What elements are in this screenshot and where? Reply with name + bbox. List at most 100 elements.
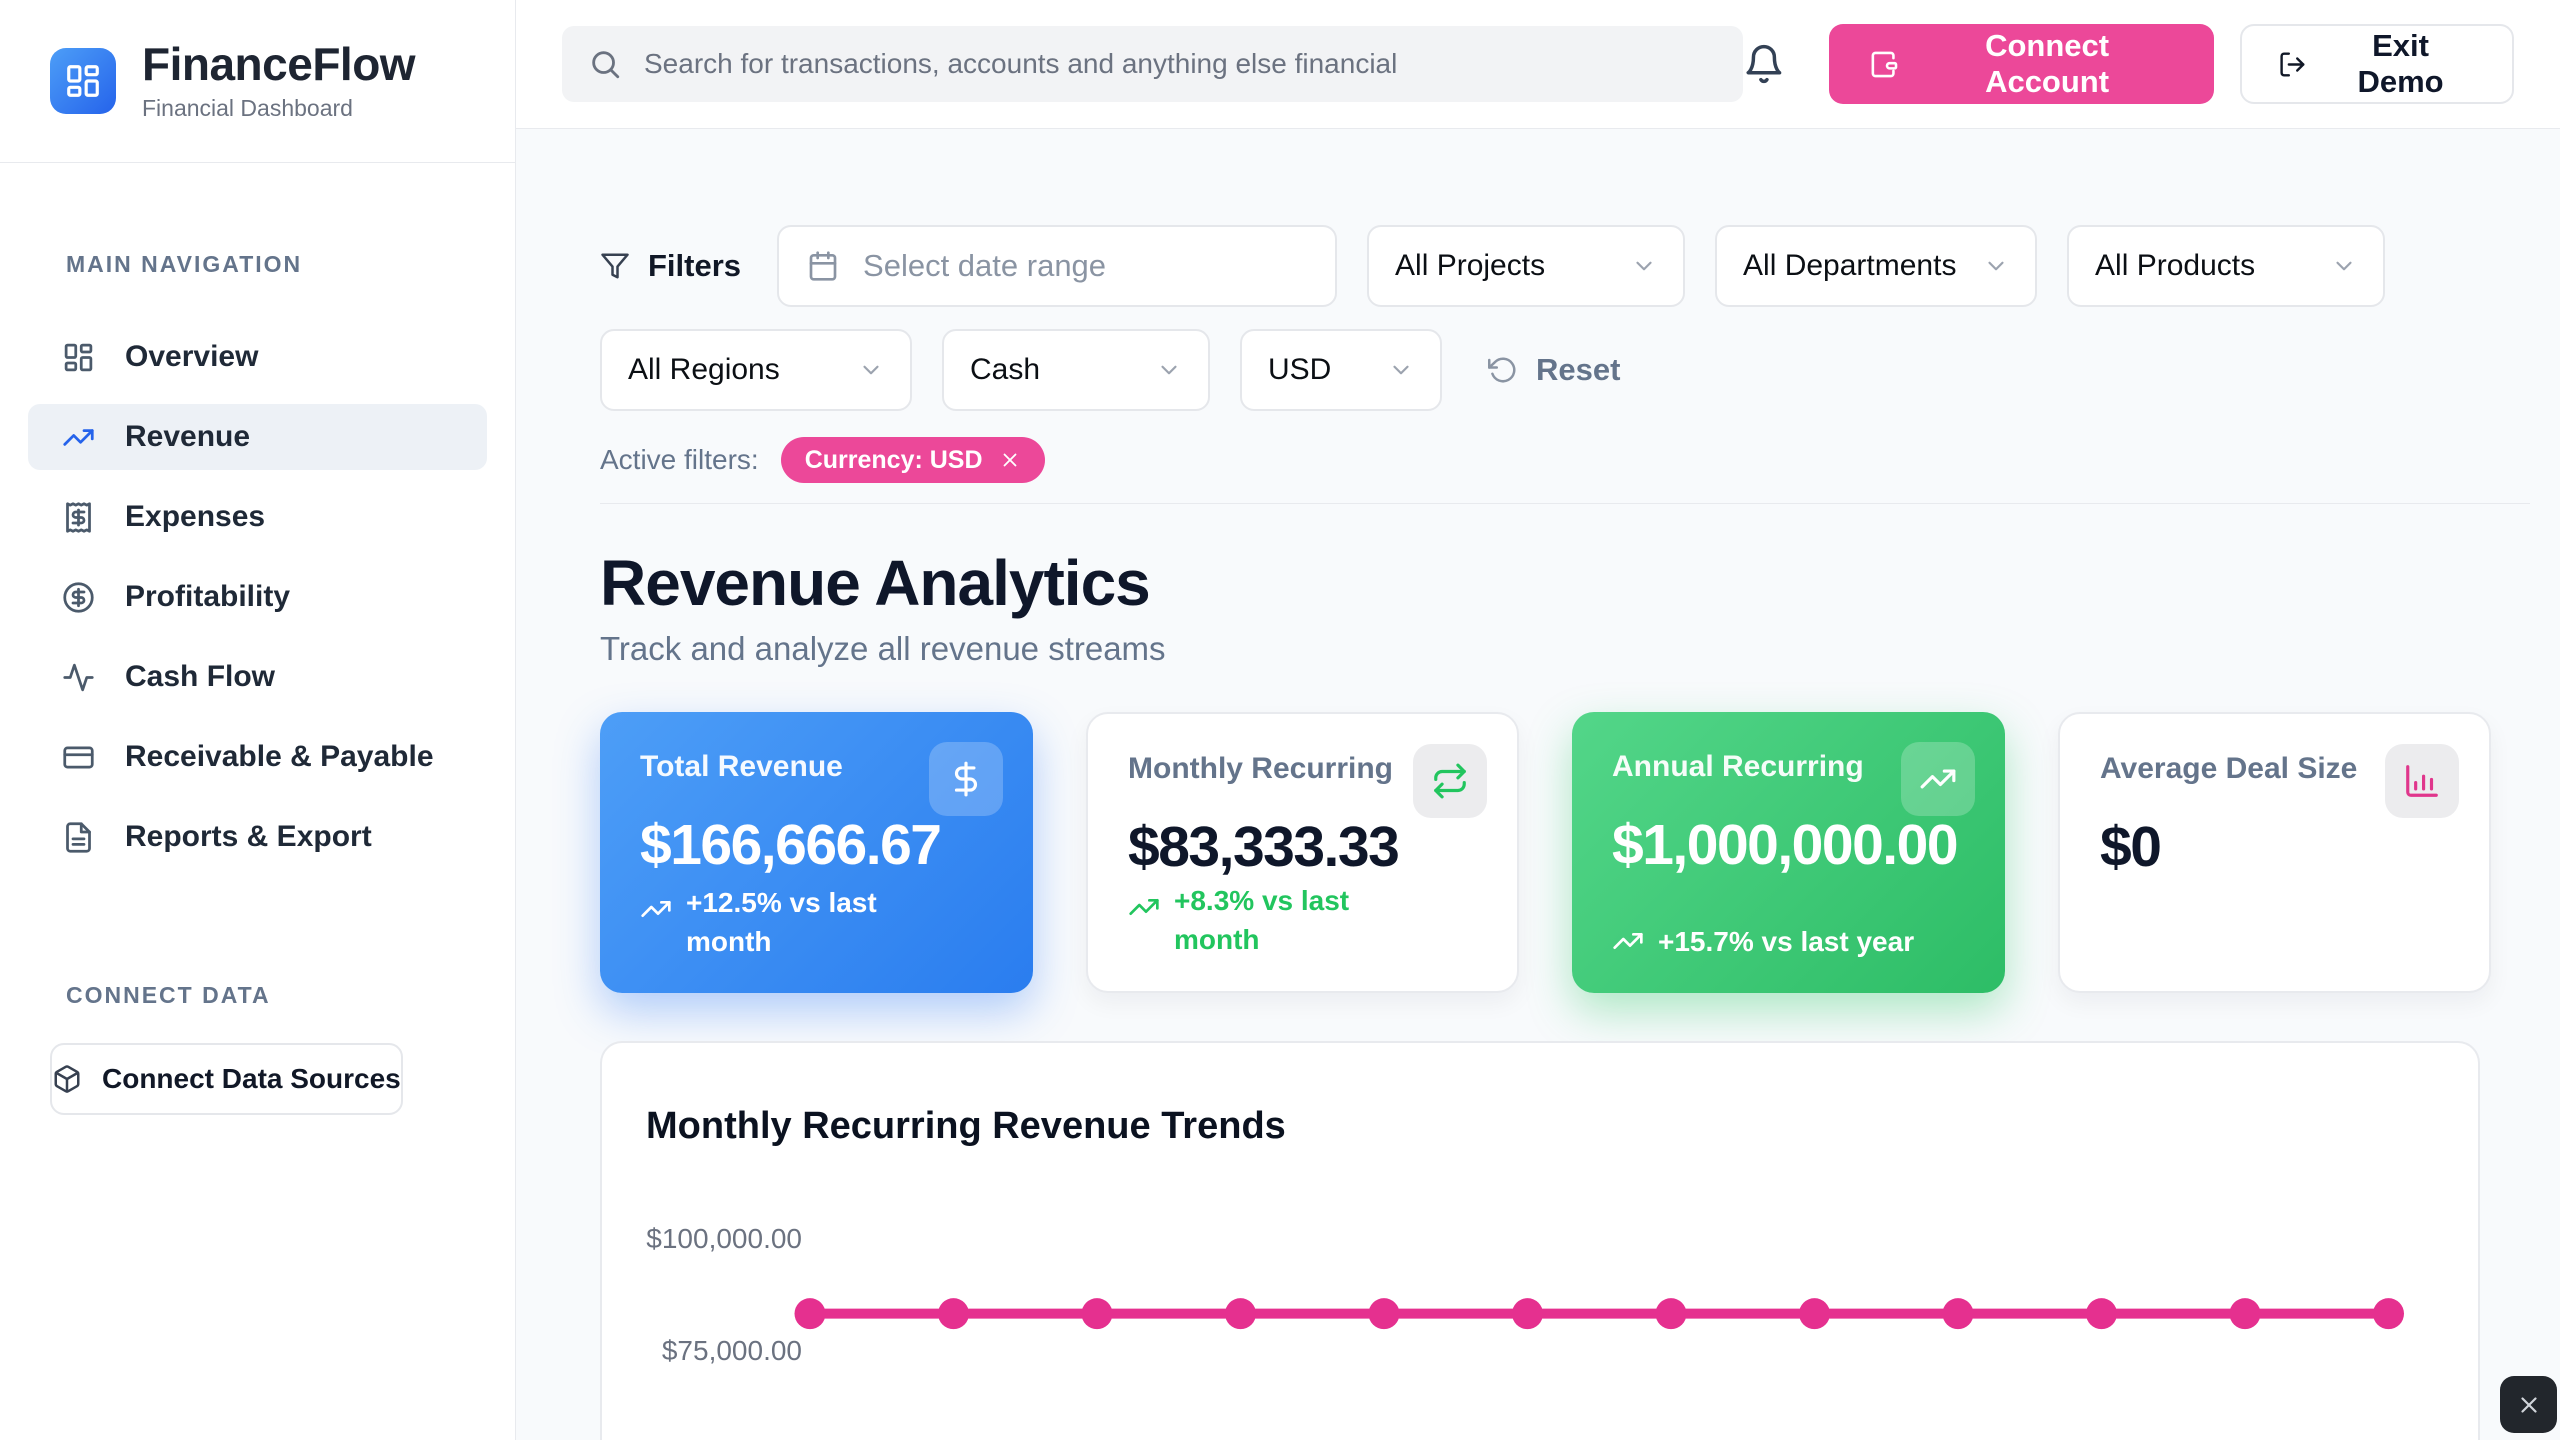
kpi-value: $1,000,000.00 <box>1612 813 1959 877</box>
filters-label: Filters <box>600 248 741 284</box>
active-filters-row: Active filters: Currency: USD <box>600 437 2530 483</box>
connect-data-sources-button[interactable]: Connect Data Sources <box>50 1043 403 1115</box>
kpi-title: Average Deal Size <box>2100 752 2358 785</box>
chart-data-point <box>2229 1298 2261 1330</box>
sidebar: FinanceFlow Financial Dashboard MAIN NAV… <box>0 0 516 1440</box>
search-input[interactable] <box>644 48 1718 80</box>
brand-name: FinanceFlow <box>142 38 416 91</box>
page-title: Revenue Analytics <box>600 547 1151 619</box>
sidebar-nav-item[interactable]: Receivable & Payable <box>28 724 487 790</box>
circle-dollar-icon <box>62 581 95 614</box>
main-content: Filters Select date range All Projects A… <box>516 129 2560 1440</box>
repeat-icon <box>1431 762 1469 800</box>
chart-data-point <box>1512 1298 1543 1330</box>
connect-account-button[interactable]: Connect Account <box>1829 24 2215 104</box>
trending-up-icon <box>1128 891 1160 923</box>
chevron-down-icon <box>1631 253 1657 279</box>
trending-up-icon <box>62 421 95 454</box>
dashboard-icon <box>62 341 95 374</box>
kpi-icon-box <box>1901 742 1975 816</box>
date-range-input[interactable]: Select date range <box>777 225 1338 307</box>
chart-data-point <box>794 1298 826 1330</box>
chevron-down-icon <box>1388 357 1414 383</box>
global-search[interactable] <box>562 26 1744 102</box>
exit-demo-button[interactable]: Exit Demo <box>2240 24 2514 104</box>
logout-icon <box>2278 50 2307 79</box>
sidebar-item-label: Profitability <box>125 580 291 613</box>
page-subtitle: Track and analyze all revenue streams <box>600 630 1166 667</box>
date-range-placeholder: Select date range <box>863 248 1107 283</box>
kpi-title: Total Revenue <box>640 750 843 783</box>
dollar-icon <box>947 760 985 798</box>
filter-chip-label: Currency: USD <box>804 445 983 474</box>
file-text-icon <box>62 821 95 854</box>
sidebar-item-label: Cash Flow <box>125 660 276 693</box>
kpi-icon-box <box>2385 744 2459 818</box>
chart-data-point <box>1368 1298 1400 1330</box>
kpi-value: $0 <box>2100 815 2162 879</box>
rotate-ccw-icon <box>1488 355 1518 385</box>
basis-select[interactable]: Cash <box>942 329 1210 411</box>
chevron-down-icon <box>1156 357 1182 383</box>
kpi-trend: +15.7% vs last year <box>1612 922 1914 961</box>
kpi-trend: +8.3% vs last month <box>1128 881 1408 959</box>
chart-data-point <box>1799 1298 1830 1330</box>
sidebar-item-label: Reports & Export <box>125 820 372 853</box>
reset-filters-button[interactable]: Reset <box>1488 352 1620 388</box>
search-icon <box>588 47 622 81</box>
filters-row-2: All Regions Cash USD Reset <box>600 329 2530 411</box>
sidebar-nav-item[interactable]: Cash Flow <box>28 644 487 710</box>
regions-select[interactable]: All Regions <box>600 329 912 411</box>
chart-data-point <box>938 1298 969 1330</box>
trending-up-icon <box>1919 760 1957 798</box>
package-icon <box>52 1064 82 1094</box>
sidebar-nav-item[interactable]: Profitability <box>28 564 487 630</box>
y-tick-label: $75,000.00 <box>661 1335 802 1366</box>
calendar-icon <box>807 250 839 282</box>
mrr-line-chart <box>794 1298 2404 1330</box>
sidebar-nav-item[interactable]: Overview <box>28 324 487 390</box>
connect-section-label: CONNECT DATA <box>66 982 271 1008</box>
chart-data-point <box>2373 1298 2404 1330</box>
kpi-title: Monthly Recurring <box>1128 752 1394 785</box>
close-icon[interactable] <box>999 449 1021 471</box>
activity-icon <box>62 661 95 694</box>
nav-section-label: MAIN NAVIGATION <box>66 251 303 277</box>
sidebar-item-label: Overview <box>125 340 259 373</box>
chart-title: Monthly Recurring Revenue Trends <box>646 1105 1286 1147</box>
mrr-trends-chart-card: Monthly Recurring Revenue Trends $100,00… <box>600 1041 2480 1440</box>
projects-select[interactable]: All Projects <box>1367 225 1686 307</box>
products-select[interactable]: All Products <box>2067 225 2386 307</box>
trending-up-icon <box>640 893 672 925</box>
kpi-trend: +12.5% vs last month <box>640 883 920 961</box>
kpi-title: Annual Recurring <box>1612 750 1864 783</box>
chart-data-point <box>1655 1298 1687 1330</box>
kpi-cards: Total Revenue $166,666.67 +12.5% vs last… <box>600 712 2530 993</box>
kpi-card: Total Revenue $166,666.67 +12.5% vs last… <box>600 712 1033 993</box>
close-overlay-button[interactable] <box>2500 1376 2557 1433</box>
kpi-card: Monthly Recurring $83,333.33 +8.3% vs la… <box>1086 712 1519 993</box>
section-divider <box>600 503 2530 504</box>
currency-select[interactable]: USD <box>1240 329 1442 411</box>
kpi-card: Annual Recurring $1,000,000.00 +15.7% vs… <box>1572 712 2005 993</box>
sidebar-nav-item[interactable]: Revenue <box>28 404 487 470</box>
departments-select[interactable]: All Departments <box>1715 225 2038 307</box>
trending-up-icon <box>1612 925 1644 957</box>
filter-chip[interactable]: Currency: USD <box>780 437 1045 483</box>
sidebar-nav-item[interactable]: Expenses <box>28 484 487 550</box>
sidebar-nav-item[interactable]: Reports & Export <box>28 804 487 870</box>
brand-subtitle: Financial Dashboard <box>142 94 353 121</box>
active-filters-label: Active filters: <box>600 444 759 475</box>
wallet-icon <box>1869 49 1900 80</box>
chevron-down-icon <box>2331 253 2357 279</box>
funnel-icon <box>600 251 630 281</box>
kpi-card: Average Deal Size $0 <box>2058 712 2491 993</box>
bell-icon[interactable] <box>1743 43 1785 85</box>
kpi-icon-box <box>929 742 1003 816</box>
kpi-icon-box <box>1413 744 1487 818</box>
y-tick-label: $100,000.00 <box>646 1223 802 1254</box>
bar-chart-icon <box>2403 762 2441 800</box>
kpi-value: $83,333.33 <box>1128 815 1400 879</box>
top-header: Connect Account Exit Demo <box>516 0 2560 129</box>
main-navigation: Overview Revenue Expenses Profitability … <box>28 324 487 870</box>
